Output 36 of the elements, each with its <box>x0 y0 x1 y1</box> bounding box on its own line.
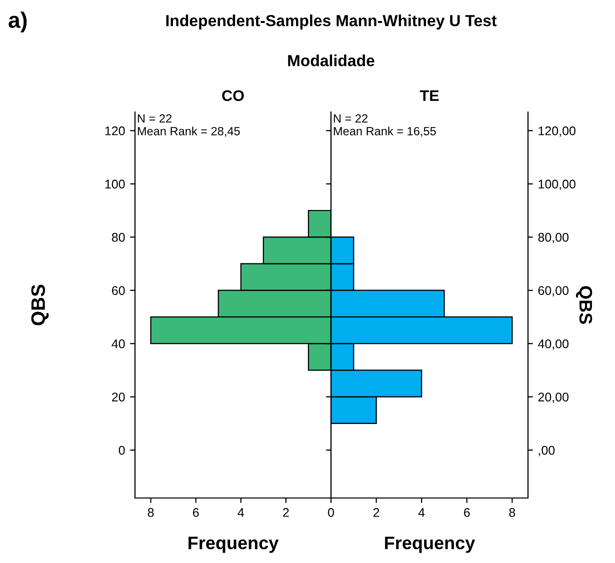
annotation: Mean Rank = 16,55 <box>334 126 436 137</box>
y-tick-label: ,00 <box>538 446 555 456</box>
y-tick-label: 120 <box>105 126 125 136</box>
y-tick-label: 100,00 <box>538 180 576 190</box>
x-axis-title: Frequency <box>188 536 279 553</box>
y-axis-title: QBS <box>31 284 49 326</box>
y-tick-label: 80 <box>112 232 125 242</box>
y-tick-label: 20 <box>112 392 125 402</box>
chart-title: CO <box>222 90 244 102</box>
x-tick-label: 4 <box>238 508 244 517</box>
y-axis-title: QBS <box>576 286 592 324</box>
y-tick-label: 120,00 <box>538 126 576 137</box>
chart-title: TE <box>420 90 439 101</box>
y-tick-label: 40 <box>112 339 125 348</box>
y-tick-label: 20,00 <box>538 392 569 403</box>
text: Independent-Samples Mann-Whitney U Test <box>166 14 497 30</box>
annotation: Mean Rank = 28,45 <box>138 126 240 137</box>
y-tick-label: 80,00 <box>538 232 569 244</box>
x-tick-label: 2 <box>283 508 289 517</box>
y-tick-label: 60 <box>112 286 125 296</box>
x-tick-label: 0 <box>328 508 334 517</box>
x-tick-label: 2 <box>373 508 380 517</box>
x-tick-label: 8 <box>509 508 516 517</box>
x-tick-label: 6 <box>192 508 199 517</box>
x-tick-label: 4 <box>418 508 425 517</box>
x-tick-label: 8 <box>148 508 154 517</box>
annotation: N = 22 <box>334 114 368 122</box>
text: a) <box>8 12 27 32</box>
x-axis-title: Frequency <box>385 536 476 553</box>
y-tick-label: 0 <box>118 446 125 455</box>
x-tick-label: 6 <box>464 508 470 517</box>
y-tick-label: 100 <box>105 180 125 189</box>
text: Modalidade <box>288 54 374 66</box>
y-tick-label: 60,00 <box>538 286 569 296</box>
annotation: N = 22 <box>138 114 172 122</box>
y-tick-label: 40,00 <box>538 339 569 350</box>
